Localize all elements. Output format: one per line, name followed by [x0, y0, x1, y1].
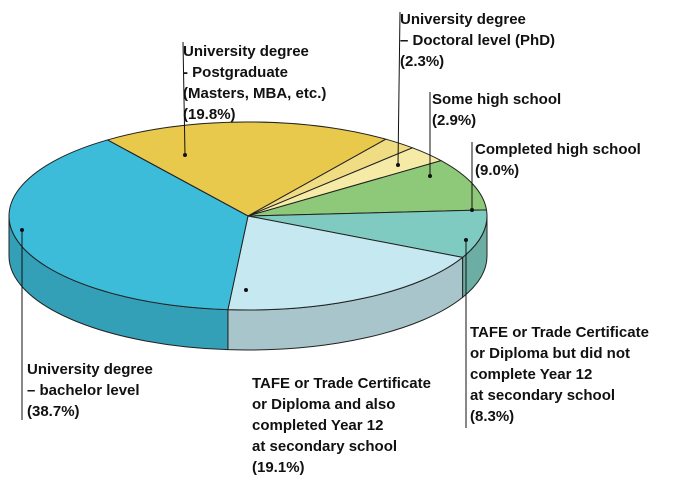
pie-slice: [247, 209, 488, 258]
label-line: – bachelor level: [27, 382, 140, 399]
value-label: (19.8%): [183, 106, 236, 123]
leader-dot: [20, 228, 24, 232]
pie-slice: [8, 139, 249, 311]
leader-line: [182, 41, 186, 156]
value-label: (8.3%): [470, 408, 514, 425]
value-label: (38.7%): [27, 403, 80, 420]
value-label: (2.9%): [432, 112, 476, 129]
leader-dot: [428, 174, 432, 178]
pie-slice: [247, 160, 488, 217]
leader-dot: [470, 208, 474, 212]
label-line: at secondary school: [470, 387, 615, 404]
slice-label: Some high school: [432, 91, 561, 108]
leader-line: [397, 11, 401, 166]
value-label: (19.1%): [252, 459, 305, 476]
slice-label: University degree – Doctoral level (PhD): [400, 11, 555, 49]
label-line: (Masters, MBA, etc.): [183, 85, 326, 102]
label-line: University degree: [27, 361, 153, 378]
label-line: Some high school: [432, 91, 561, 108]
label-line: or Diploma but did not: [470, 345, 630, 362]
label-line: University degree: [183, 43, 309, 60]
value-label: (2.3%): [400, 53, 444, 70]
label-line: University degree: [400, 11, 526, 28]
value-label: (9.0%): [475, 162, 519, 179]
leader-dot: [396, 163, 400, 167]
label-line: or Diploma and also: [252, 396, 395, 413]
slice-label: University degree - Postgraduate (Masters,…: [183, 43, 326, 102]
slice-label: Completed high school: [475, 141, 641, 158]
label-line: at secondary school: [252, 438, 397, 455]
label-line: completed Year 12: [252, 417, 383, 434]
leader-dot: [464, 238, 468, 242]
leader-dot: [244, 288, 248, 292]
label-line: - Postgraduate: [183, 64, 288, 81]
pie-slice: [106, 121, 388, 217]
slice-label: TAFE or Trade Certificate or Diploma but …: [470, 324, 649, 404]
label-line: complete Year 12: [470, 366, 592, 383]
slice-label: TAFE or Trade Certificate or Diploma and …: [252, 375, 431, 455]
pie-slice: [227, 215, 464, 311]
leader-dot: [183, 153, 187, 157]
label-line: TAFE or Trade Certificate: [470, 324, 649, 341]
label-line: – Doctoral level (PhD): [400, 32, 555, 49]
label-line: Completed high school: [475, 141, 641, 158]
slice-label: University degree – bachelor level: [27, 361, 153, 399]
label-line: TAFE or Trade Certificate: [252, 375, 431, 392]
